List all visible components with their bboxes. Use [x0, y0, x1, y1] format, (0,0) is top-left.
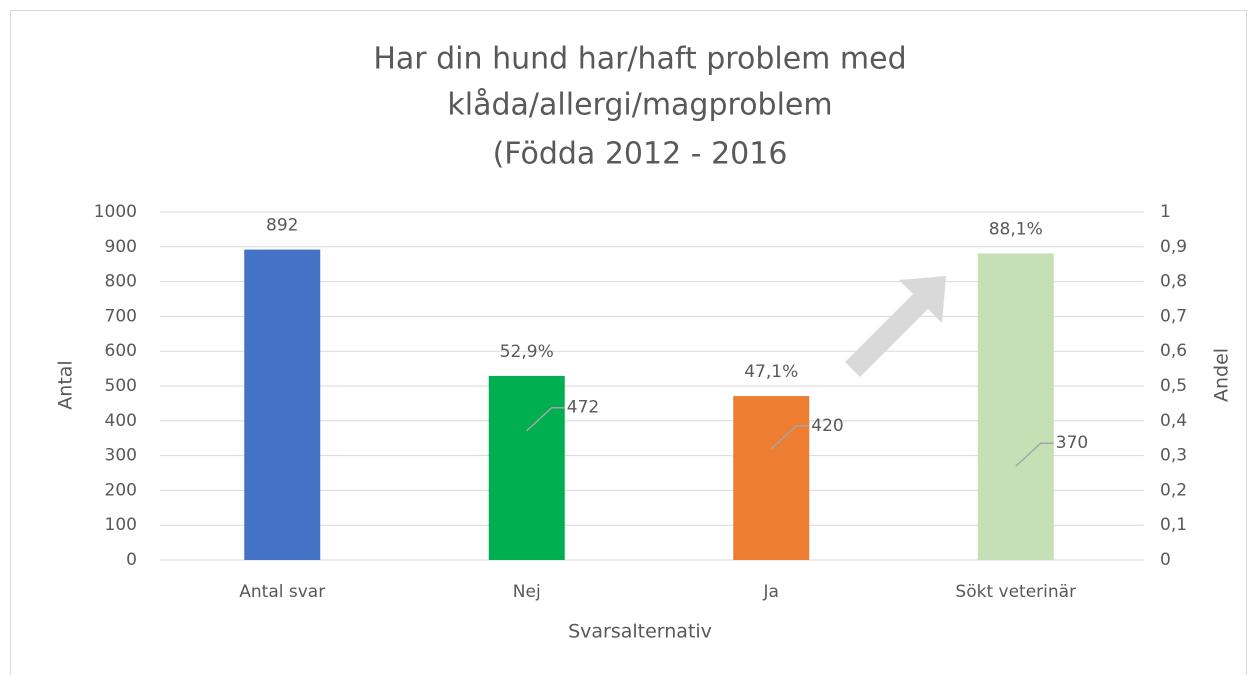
- y2-tick-label: 0,4: [1160, 411, 1187, 431]
- y-tick-label: 900: [105, 237, 137, 257]
- data-label: 420: [811, 416, 843, 436]
- data-label: 370: [1056, 433, 1088, 453]
- y2-tick-label: 0,8: [1160, 272, 1187, 292]
- y-tick-label: 700: [105, 306, 137, 326]
- y2-tick-label: 0: [1160, 550, 1171, 570]
- y2-tick-label: 0,3: [1160, 446, 1187, 466]
- data-label: 47,1%: [744, 362, 798, 382]
- y-axis-title: Antal: [55, 360, 77, 409]
- y-tick-label: 200: [105, 480, 137, 500]
- bars: [244, 249, 1054, 561]
- chart-title: klåda/allergi/magproblem: [447, 88, 832, 123]
- bar: [977, 253, 1054, 561]
- y2-tick-label: 0,1: [1160, 515, 1187, 535]
- x-tick-label: Antal svar: [239, 582, 325, 602]
- bar: [244, 249, 321, 561]
- x-axis-title: Svarsalternativ: [568, 621, 712, 643]
- x-tick-label: Sökt veterinär: [955, 582, 1076, 602]
- y2-tick-label: 1: [1160, 202, 1171, 222]
- y2-tick-label: 0,5: [1160, 376, 1187, 396]
- leader-line: [770, 425, 810, 450]
- y2-axis-title: Andel: [1211, 348, 1233, 402]
- y-tick-label: 800: [105, 272, 137, 292]
- data-label: 52,9%: [500, 342, 554, 362]
- labels: Antal svar 892 Nej 472 52,9% Ja 420 47,1% Sökt v…: [239, 216, 1088, 602]
- y2-tick-label: 0,2: [1160, 480, 1187, 500]
- leader-line: [1015, 442, 1054, 467]
- y-tick-label: 600: [105, 341, 137, 361]
- y-tick-label: 0: [126, 550, 137, 570]
- chart-title: Har din hund har/haft problem med: [373, 42, 906, 77]
- y-tick-label: 100: [105, 515, 137, 535]
- y2-tick-label: 0,7: [1160, 306, 1187, 326]
- chart-title: (Födda 2012 - 2016: [493, 137, 788, 172]
- arrow: [845, 276, 946, 377]
- y-tick-label: 300: [105, 446, 137, 466]
- data-label: 472: [567, 398, 599, 418]
- x-tick-label: Ja: [763, 582, 779, 602]
- y2-tick-label: 0,6: [1160, 341, 1187, 361]
- leader-line: [526, 406, 565, 432]
- bar: [733, 396, 810, 560]
- y-tick-label: 500: [105, 376, 137, 396]
- grid: 0 100 200 300 400 500 600 700 800 900 1000 0 0,1 0,2 0…: [94, 202, 1187, 570]
- data-label: 88,1%: [989, 219, 1043, 239]
- y-tick-label: 1000: [94, 202, 137, 222]
- bar: [488, 375, 565, 560]
- y2-tick-label: 0,9: [1160, 237, 1187, 257]
- data-label: 892: [266, 216, 298, 236]
- x-tick-label: Nej: [513, 582, 541, 602]
- y-tick-label: 400: [105, 411, 137, 431]
